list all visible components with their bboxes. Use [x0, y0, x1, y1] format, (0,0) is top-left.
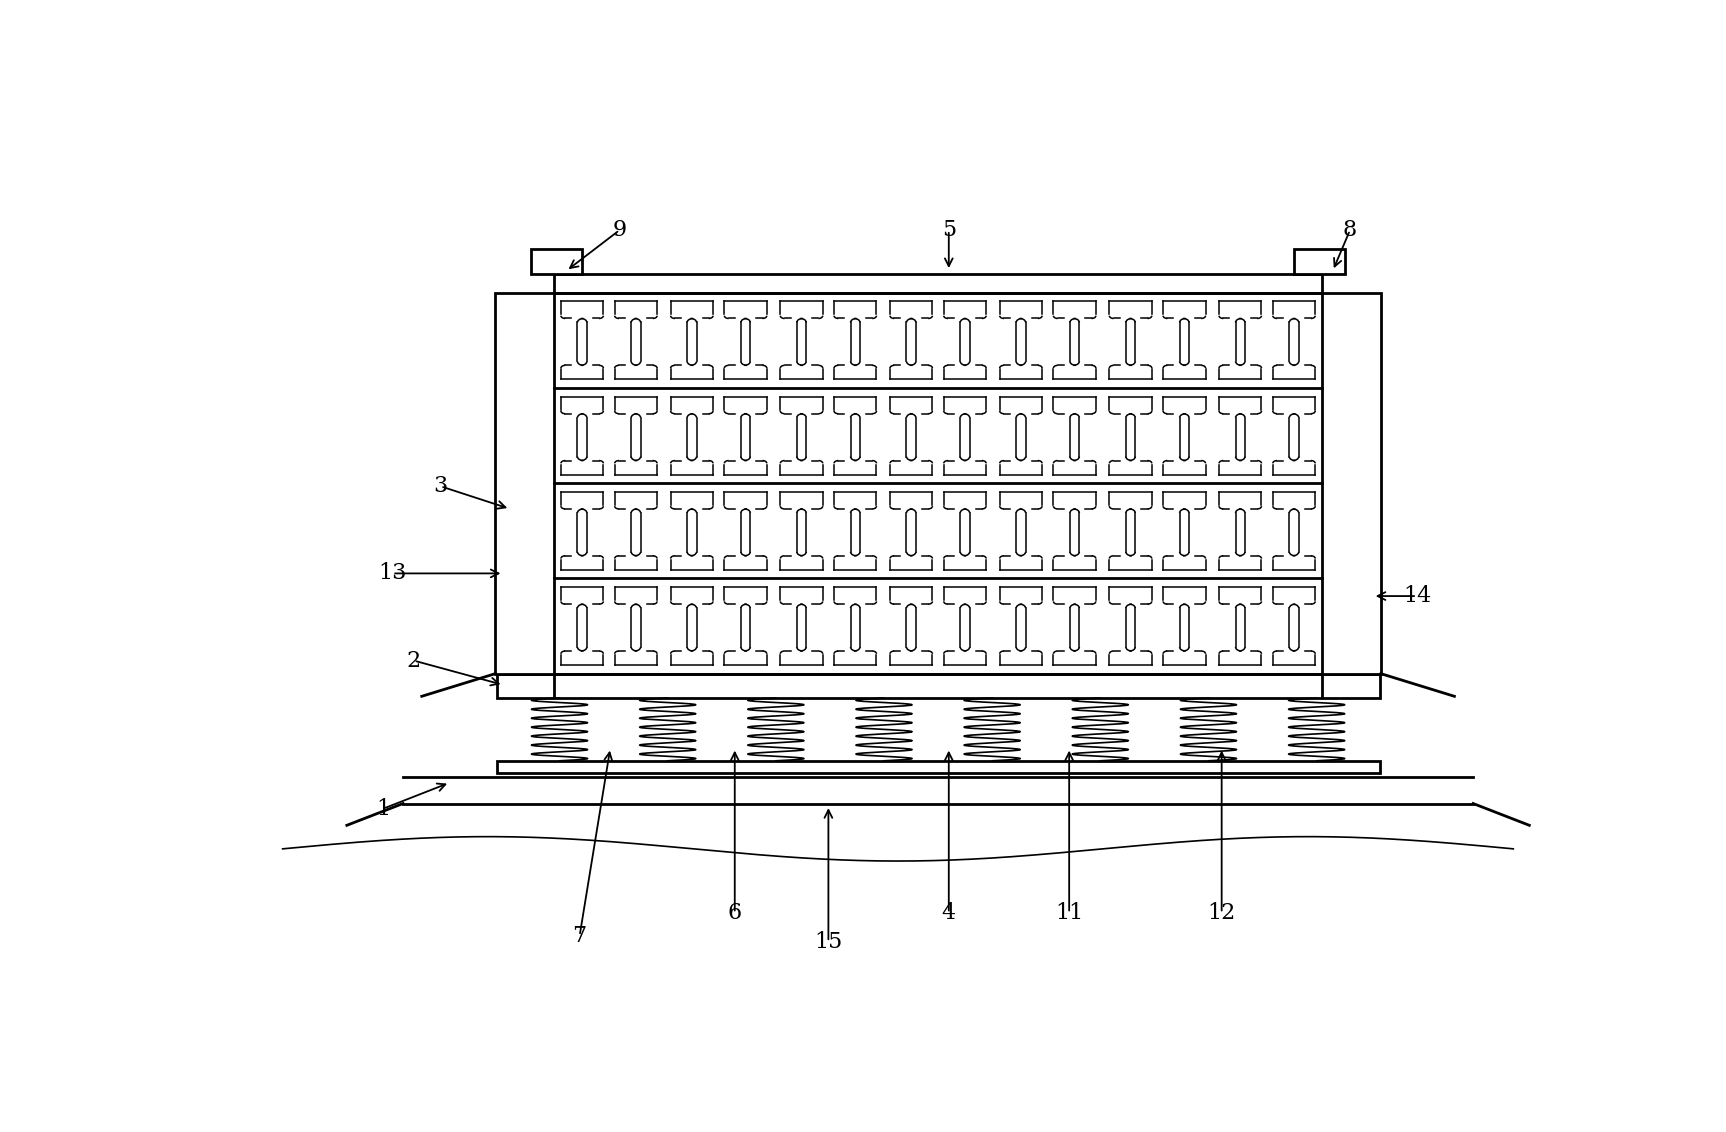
Bar	[1322, 293, 1381, 674]
Text: 8: 8	[1343, 218, 1357, 241]
Text: 6: 6	[728, 902, 742, 925]
Text: 9: 9	[613, 218, 627, 241]
Text: 1: 1	[376, 798, 390, 820]
Bar	[532, 249, 582, 274]
Bar	[497, 674, 1379, 698]
Bar	[495, 293, 554, 674]
Text: 11: 11	[1055, 902, 1084, 925]
Text: 5: 5	[942, 218, 956, 241]
Text: 3: 3	[433, 475, 447, 497]
Text: 7: 7	[573, 925, 587, 947]
Bar	[1294, 249, 1345, 274]
Text: 12: 12	[1208, 902, 1236, 925]
Text: 15: 15	[815, 932, 842, 953]
Bar	[497, 761, 1379, 773]
Text: 13: 13	[378, 563, 407, 584]
Text: 14: 14	[1403, 585, 1431, 607]
Text: 2: 2	[407, 650, 421, 671]
Text: 4: 4	[942, 902, 956, 925]
Bar	[554, 274, 1322, 293]
